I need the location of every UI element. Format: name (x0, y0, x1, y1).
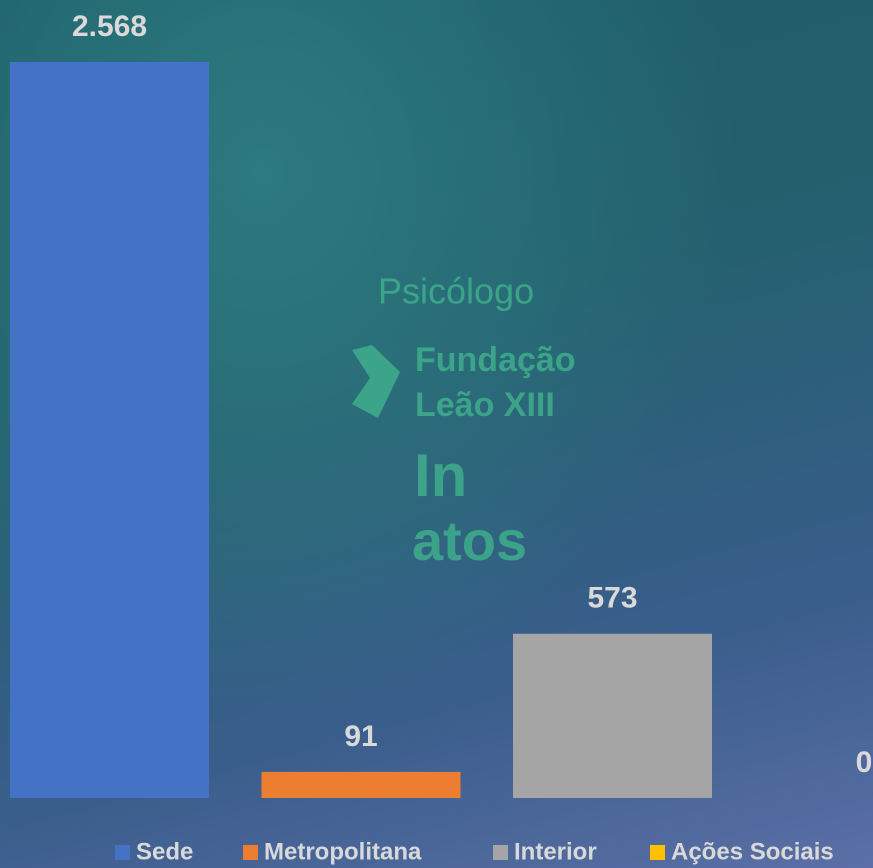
background-text: atos (412, 509, 527, 572)
value-label: 573 (587, 582, 637, 615)
legend-label: Interior (514, 838, 597, 865)
background-text: Fundação (415, 341, 576, 379)
logo-shape (352, 345, 400, 418)
bar (10, 62, 209, 798)
bar (261, 771, 461, 798)
background-text: Psicólogo (378, 271, 534, 312)
legend-swatch (115, 845, 130, 860)
legend-label: Ações Sociais (671, 838, 834, 865)
legend-label: Sede (136, 838, 193, 865)
legend-swatch (243, 845, 258, 860)
bar (513, 633, 712, 798)
value-label: 2.568 (72, 10, 147, 43)
value-label: 91 (344, 720, 377, 753)
background-text: In (414, 442, 467, 509)
background-text: Leão XIII (415, 386, 555, 424)
legend-swatch (493, 845, 508, 860)
legend-label: Metropolitana (264, 838, 422, 865)
legend-swatch (650, 845, 665, 860)
value-label: 0 (856, 746, 873, 779)
